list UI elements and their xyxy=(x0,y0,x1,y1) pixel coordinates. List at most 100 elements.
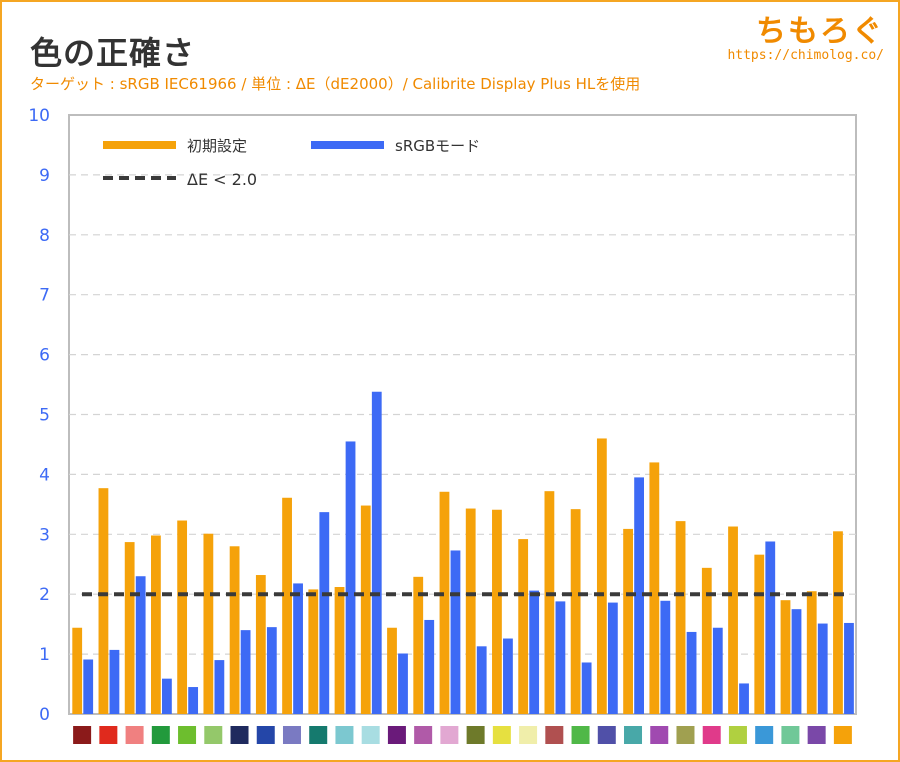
bar-srgb-mode xyxy=(345,441,356,714)
bar-initial xyxy=(806,591,817,714)
bar-initial xyxy=(492,509,502,714)
bar-initial xyxy=(282,497,292,714)
bar-initial xyxy=(439,491,450,714)
bar-initial xyxy=(177,520,188,714)
x-color-swatch xyxy=(676,726,695,744)
bar-srgb-mode xyxy=(555,601,566,714)
x-color-swatch xyxy=(702,726,721,744)
bar-srgb-mode xyxy=(739,683,749,714)
bar-srgb-mode xyxy=(371,391,382,714)
y-tick-label: 6 xyxy=(39,346,50,366)
x-color-swatch xyxy=(519,726,538,744)
x-color-swatch xyxy=(151,726,170,744)
bar-srgb-mode xyxy=(529,590,540,714)
x-color-swatch xyxy=(125,726,144,744)
y-tick-label: 10 xyxy=(28,106,50,126)
bar-initial xyxy=(72,627,83,714)
x-color-swatch xyxy=(204,726,223,744)
bar-initial xyxy=(675,521,686,714)
x-color-swatch xyxy=(414,726,433,744)
x-color-swatch xyxy=(755,726,774,744)
x-color-swatch xyxy=(99,726,118,744)
bar-initial xyxy=(203,533,214,714)
bar-initial xyxy=(334,587,345,714)
bar-srgb-mode xyxy=(607,602,618,714)
page-subtitle: ターゲット : sRGB IEC61966 / 単位 : ΔE（dE2000）/… xyxy=(30,75,641,93)
x-color-swatch xyxy=(387,726,406,744)
x-color-swatch xyxy=(650,726,669,744)
y-tick-label: 2 xyxy=(39,585,50,605)
y-tick-label: 7 xyxy=(39,286,50,306)
legend-label-srgb: sRGBモード xyxy=(395,137,480,155)
bar-srgb-mode xyxy=(660,600,671,714)
x-color-swatch xyxy=(624,726,643,744)
bar-srgb-mode xyxy=(293,583,303,714)
legend-label-initial: 初期設定 xyxy=(187,137,247,155)
bar-initial xyxy=(98,488,109,714)
brand-url: https://chimolog.co/ xyxy=(727,48,884,63)
bar-initial xyxy=(308,589,319,714)
x-color-swatch xyxy=(545,726,564,744)
x-color-swatch xyxy=(440,726,459,744)
legend-swatch-initial xyxy=(103,141,176,149)
x-color-swatch xyxy=(361,726,380,744)
x-color-swatch xyxy=(728,726,747,744)
legend-label-threshold: ΔE < 2.0 xyxy=(187,170,257,189)
bar-initial xyxy=(780,600,791,714)
bar-initial xyxy=(151,535,161,714)
bar-initial xyxy=(728,526,738,714)
x-color-swatch xyxy=(282,726,301,744)
y-tick-label: 0 xyxy=(39,705,50,725)
bar-srgb-mode xyxy=(188,687,199,714)
bar-srgb-mode xyxy=(791,609,802,714)
x-color-swatch xyxy=(781,726,800,744)
bar-srgb-mode xyxy=(503,638,513,714)
bar-initial xyxy=(544,491,555,714)
x-color-swatch xyxy=(833,726,852,744)
bar-srgb-mode xyxy=(686,631,697,714)
bar-initial xyxy=(754,554,765,714)
bar-srgb-mode xyxy=(424,619,435,714)
bar-srgb-mode xyxy=(450,550,461,714)
x-color-swatch xyxy=(807,726,826,744)
bar-initial xyxy=(570,509,581,714)
bar-initial xyxy=(229,546,240,714)
x-color-swatch xyxy=(597,726,616,744)
y-tick-label: 8 xyxy=(39,226,50,246)
x-color-swatch xyxy=(492,726,511,744)
y-tick-label: 1 xyxy=(39,645,50,665)
bar-srgb-mode xyxy=(266,627,277,714)
legend-swatch-srgb xyxy=(311,141,384,149)
bar-srgb-mode xyxy=(765,541,776,714)
bar-initial xyxy=(387,627,397,714)
x-color-swatch xyxy=(335,726,354,744)
brand-logo: ちもろぐ https://chimolog.co/ xyxy=(727,6,884,63)
x-color-swatch xyxy=(466,726,485,744)
bar-srgb-mode xyxy=(135,576,146,714)
bar-initial xyxy=(596,438,607,714)
x-color-swatch xyxy=(256,726,275,744)
y-tick-label: 5 xyxy=(39,406,50,426)
x-color-swatch xyxy=(230,726,249,744)
bar-srgb-mode xyxy=(109,649,120,714)
bar-srgb-mode xyxy=(398,653,408,714)
x-color-swatch xyxy=(73,726,92,744)
bar-initial xyxy=(413,576,424,714)
bar-initial xyxy=(833,531,843,714)
bar-srgb-mode xyxy=(83,659,94,714)
bar-initial xyxy=(518,539,529,714)
bar-srgb-mode xyxy=(214,660,225,714)
bar-initial xyxy=(255,575,266,714)
y-tick-label: 4 xyxy=(39,465,50,485)
x-color-swatch xyxy=(178,726,197,744)
bar-srgb-mode xyxy=(634,477,644,714)
bar-srgb-mode xyxy=(712,627,723,714)
bar-srgb-mode xyxy=(581,662,592,714)
bar-initial xyxy=(701,567,712,714)
bar-srgb-mode xyxy=(319,512,330,714)
plot-area xyxy=(68,114,857,715)
bar-initial xyxy=(465,508,476,714)
bar-srgb-mode xyxy=(817,623,828,714)
bar-srgb-mode xyxy=(844,622,854,714)
